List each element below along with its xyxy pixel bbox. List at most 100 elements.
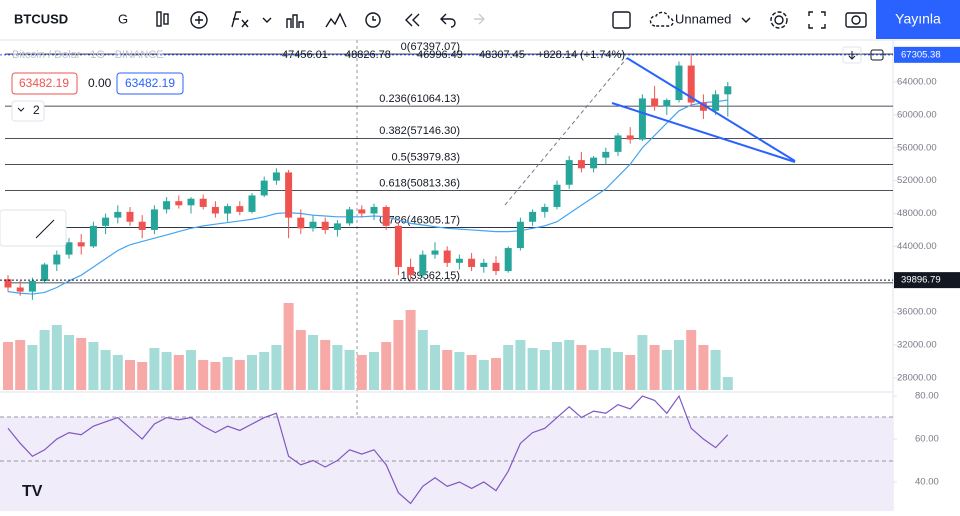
price-badge-label: 39896.79 bbox=[901, 275, 941, 286]
legend-change: +828.14 (+1.74%) bbox=[537, 49, 625, 61]
publish-label[interactable]: Yayınla bbox=[895, 11, 941, 27]
candle-body bbox=[577, 160, 585, 169]
volume-bar bbox=[454, 352, 465, 390]
y-tick-label: 44000.00 bbox=[897, 241, 937, 252]
candle-body bbox=[65, 242, 73, 255]
candle-body bbox=[224, 206, 232, 214]
candle-body bbox=[41, 264, 49, 281]
candle-body bbox=[370, 206, 378, 214]
candle-body bbox=[358, 209, 366, 214]
tool-icon bbox=[35, 219, 55, 239]
fib-label: 0.382(57146.30) bbox=[379, 125, 460, 137]
legend-close: 48307.45 bbox=[479, 49, 525, 61]
volume-bar bbox=[210, 362, 221, 390]
volume-bar bbox=[271, 345, 282, 390]
candle-body bbox=[211, 206, 219, 214]
volume-bar bbox=[344, 350, 355, 390]
fib-label: 1(39562.15) bbox=[401, 270, 460, 282]
volume-bar bbox=[686, 330, 697, 390]
ask: 63482.19 bbox=[125, 76, 175, 90]
candle-body bbox=[4, 279, 12, 288]
candle-body bbox=[699, 102, 707, 111]
layout-name[interactable]: Unnamed bbox=[675, 11, 731, 26]
volume-bar bbox=[539, 350, 550, 390]
volume-bar bbox=[698, 345, 709, 390]
volume-bar bbox=[76, 338, 87, 390]
candle-body bbox=[236, 206, 244, 212]
candle-body bbox=[504, 248, 512, 272]
y-tick-label: 32000.00 bbox=[897, 340, 937, 351]
volume-bar bbox=[466, 355, 477, 390]
publish-button[interactable] bbox=[876, 0, 960, 39]
volume-bar bbox=[564, 340, 575, 390]
volume-bar bbox=[503, 345, 514, 390]
volume-bar bbox=[247, 355, 257, 390]
candle-body bbox=[394, 225, 402, 267]
volume-bar bbox=[186, 350, 196, 390]
volume-bar bbox=[478, 360, 489, 390]
volume-bar bbox=[405, 310, 416, 390]
drawing-tool[interactable] bbox=[0, 209, 67, 247]
chevron bbox=[17, 107, 25, 112]
candle-body bbox=[626, 135, 634, 140]
indicator-count: 2 bbox=[33, 103, 40, 117]
candle-body bbox=[565, 160, 573, 185]
fib-label: 0.5(53979.83) bbox=[392, 151, 461, 163]
volume-bar bbox=[112, 355, 123, 390]
y-tick-label: 56000.00 bbox=[897, 142, 937, 153]
wedge bbox=[611, 57, 796, 163]
candle-body bbox=[272, 172, 280, 181]
candle-body bbox=[455, 258, 463, 263]
volume-bar bbox=[51, 325, 62, 390]
candle-body bbox=[431, 250, 439, 255]
symbol[interactable]: BTCUSD bbox=[14, 11, 68, 26]
fib-trend bbox=[504, 57, 628, 206]
volume-bar bbox=[88, 342, 99, 390]
indicator-toggle[interactable] bbox=[11, 100, 45, 122]
ask-box[interactable] bbox=[116, 72, 184, 95]
bid: 63482.19 bbox=[19, 76, 69, 90]
volume-bar bbox=[173, 355, 184, 390]
volume-bar bbox=[295, 330, 306, 390]
bid-box[interactable] bbox=[11, 72, 78, 95]
candle-body bbox=[638, 98, 646, 140]
legend-low: 46996.49 bbox=[417, 49, 463, 61]
candle-body bbox=[675, 65, 683, 101]
volume-bar bbox=[356, 355, 367, 390]
moving-average bbox=[7, 99, 728, 295]
volume-bar bbox=[149, 348, 160, 390]
candle-body bbox=[16, 287, 24, 292]
candle-body bbox=[150, 209, 158, 230]
volume-bar bbox=[27, 345, 38, 390]
volume-bar bbox=[613, 352, 623, 390]
volume-bar bbox=[515, 340, 526, 390]
candle-body bbox=[516, 221, 524, 249]
volume-bar bbox=[552, 342, 562, 390]
interval[interactable]: G bbox=[118, 11, 128, 26]
candle-body bbox=[77, 242, 85, 247]
candle-body bbox=[480, 262, 488, 267]
volume-bar bbox=[637, 335, 648, 390]
price-badge bbox=[894, 272, 960, 289]
candle-body bbox=[321, 221, 329, 230]
volume-bar bbox=[320, 340, 331, 390]
rsi-tick-label: 40.00 bbox=[915, 477, 939, 488]
scale-buttons[interactable] bbox=[842, 46, 884, 64]
volume-bar bbox=[710, 350, 721, 390]
rsi-tick-label: 60.00 bbox=[915, 434, 939, 445]
volume-bar bbox=[39, 330, 50, 390]
legend-title: Bitcoin / Dolar · 1G · BINANCE bbox=[12, 49, 164, 61]
price-badge-label: 67305.38 bbox=[901, 49, 941, 60]
candle-body bbox=[687, 65, 695, 103]
volume-bar bbox=[137, 362, 148, 390]
volume-bar bbox=[674, 340, 684, 390]
volume-bar bbox=[234, 360, 245, 390]
toolbar bbox=[0, 0, 960, 40]
fib-label: 0.618(50813.36) bbox=[379, 177, 460, 189]
legend-open: 47456.01 bbox=[282, 49, 328, 61]
rsi-line bbox=[7, 394, 729, 505]
volume-bar bbox=[259, 352, 270, 390]
toolbar-icons[interactable] bbox=[156, 11, 867, 29]
legend-high: 48826.78 bbox=[345, 49, 391, 61]
candle-body bbox=[419, 254, 427, 276]
